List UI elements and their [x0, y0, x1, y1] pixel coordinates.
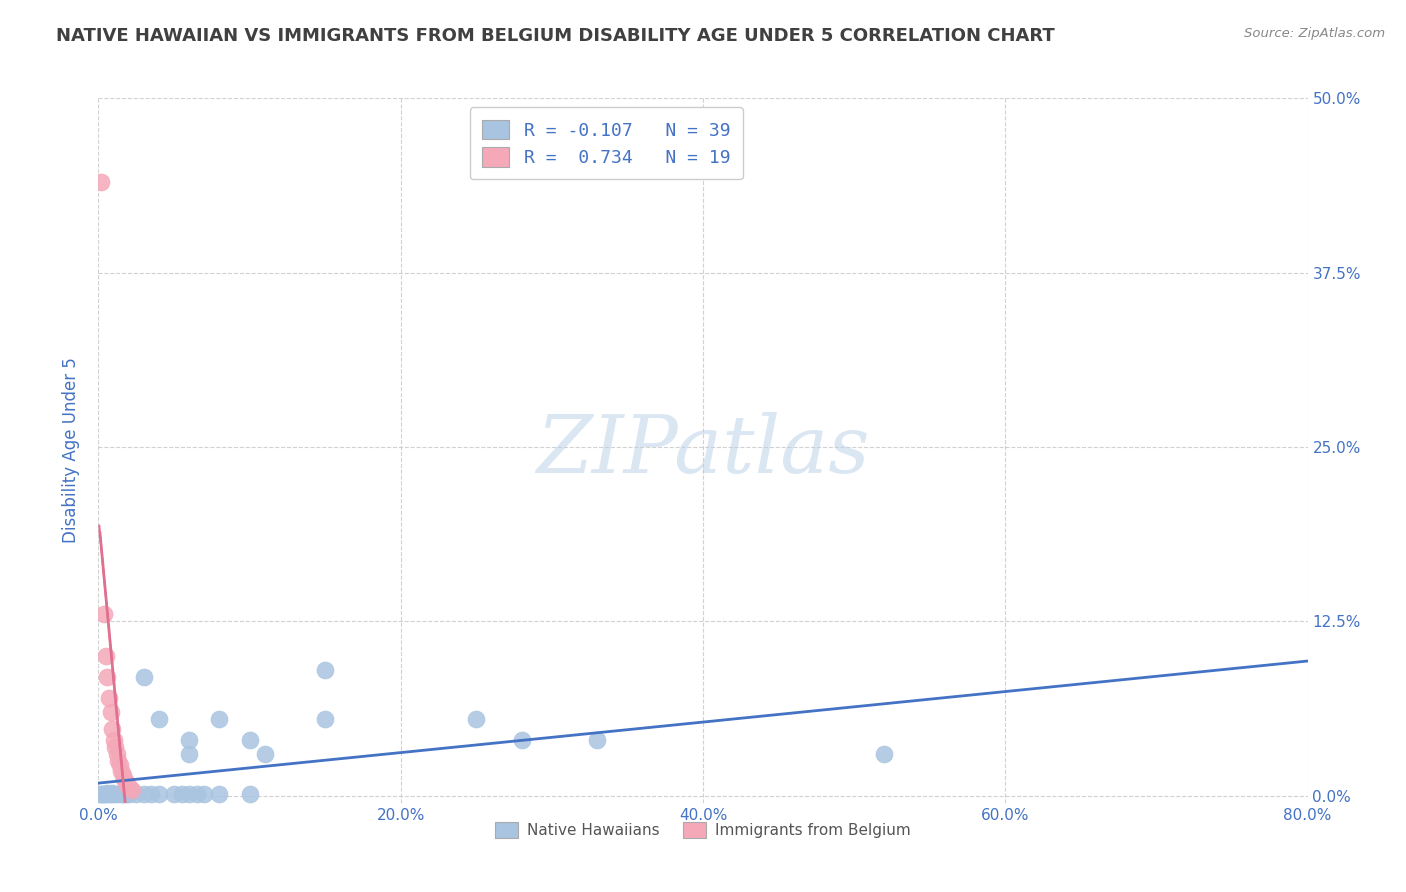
Point — [163, 788, 186, 802]
Point — [208, 788, 231, 802]
Point — [105, 747, 128, 761]
Point — [114, 788, 136, 802]
Point — [90, 175, 112, 189]
Point — [96, 786, 118, 800]
Point — [873, 747, 896, 761]
Point — [101, 722, 124, 736]
Legend: Native Hawaiians, Immigrants from Belgium: Native Hawaiians, Immigrants from Belgiu… — [489, 816, 917, 845]
Point — [170, 788, 193, 802]
Point — [118, 780, 141, 795]
Point — [186, 788, 208, 802]
Point — [114, 775, 136, 789]
Point — [105, 788, 128, 802]
Point — [179, 747, 201, 761]
Point — [239, 788, 262, 802]
Point — [103, 733, 125, 747]
Point — [94, 788, 117, 802]
Text: NATIVE HAWAIIAN VS IMMIGRANTS FROM BELGIUM DISABILITY AGE UNDER 5 CORRELATION CH: NATIVE HAWAIIAN VS IMMIGRANTS FROM BELGI… — [56, 27, 1054, 45]
Point — [112, 772, 135, 786]
Point — [208, 712, 231, 726]
Point — [115, 778, 138, 792]
Point — [111, 768, 134, 782]
Point — [179, 788, 201, 802]
Point — [314, 663, 336, 677]
Point — [93, 607, 115, 622]
Point — [132, 788, 155, 802]
Text: Source: ZipAtlas.com: Source: ZipAtlas.com — [1244, 27, 1385, 40]
Point — [148, 712, 170, 726]
Point — [110, 764, 132, 778]
Point — [98, 788, 121, 802]
Point — [100, 705, 122, 719]
Point — [107, 754, 129, 768]
Point — [98, 691, 121, 706]
Point — [94, 649, 117, 664]
Point — [125, 788, 148, 802]
Point — [108, 758, 131, 772]
Point — [586, 733, 609, 747]
Point — [121, 783, 143, 797]
Point — [111, 788, 134, 802]
Point — [89, 788, 111, 802]
Point — [132, 670, 155, 684]
Point — [314, 712, 336, 726]
Point — [193, 788, 215, 802]
Text: ZIPatlas: ZIPatlas — [536, 412, 870, 489]
Y-axis label: Disability Age Under 5: Disability Age Under 5 — [62, 358, 80, 543]
Point — [91, 788, 114, 802]
Point — [101, 786, 124, 800]
Point — [93, 788, 115, 802]
Point — [141, 788, 163, 802]
Point — [118, 788, 141, 802]
Point — [148, 788, 170, 802]
Point — [110, 788, 132, 802]
Point — [90, 788, 112, 802]
Point — [465, 712, 488, 726]
Point — [510, 733, 533, 747]
Point — [179, 733, 201, 747]
Point — [100, 788, 122, 802]
Point — [253, 747, 276, 761]
Point — [96, 670, 118, 684]
Point — [103, 788, 125, 802]
Point — [239, 733, 262, 747]
Point — [104, 739, 127, 754]
